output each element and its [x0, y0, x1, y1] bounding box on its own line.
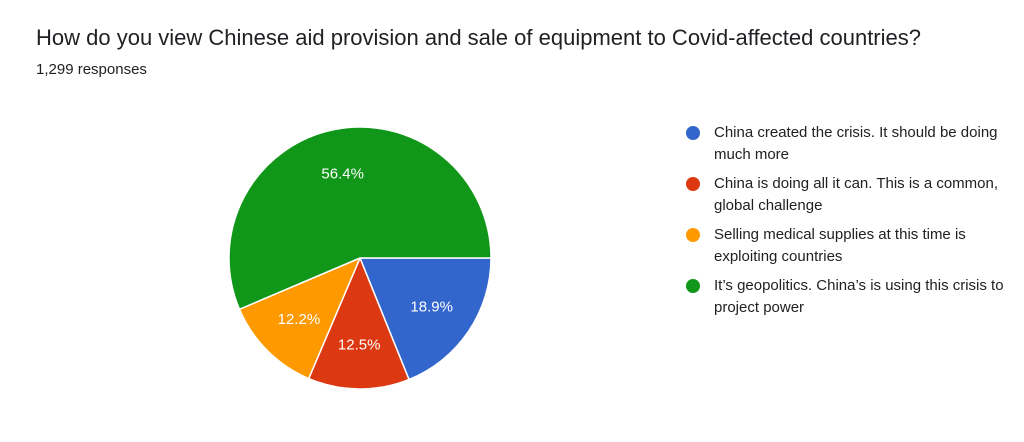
legend-swatch-icon	[686, 228, 700, 242]
pie-slice-4[interactable]	[228, 126, 492, 311]
legend-label: Selling medical supplies at this time is…	[714, 226, 966, 265]
response-count: 1,299 responses	[36, 61, 147, 78]
legend-label: China is doing all it can. This is a com…	[714, 175, 999, 214]
legend: China created the crisis. It should be d…	[686, 122, 1016, 326]
legend-swatch-icon	[686, 126, 700, 140]
slice-label-3: 12.2%	[278, 311, 321, 328]
chart-title: How do you view Chinese aid provision an…	[36, 25, 921, 50]
pie-slice-2[interactable]	[307, 256, 410, 390]
slice-label-4: 56.4%	[321, 165, 364, 182]
legend-label: China created the crisis. It should be d…	[714, 124, 998, 163]
legend-item-2[interactable]: China is doing all it can. This is a com…	[686, 173, 1016, 217]
pie-slice-1[interactable]	[358, 257, 492, 381]
legend-label: It’s geopolitics. China’s is using this …	[714, 277, 1004, 316]
legend-item-1[interactable]: China created the crisis. It should be d…	[686, 122, 1016, 166]
legend-swatch-icon	[686, 177, 700, 191]
pie-slice-3[interactable]	[238, 256, 362, 380]
legend-swatch-icon	[686, 279, 700, 293]
legend-item-3[interactable]: Selling medical supplies at this time is…	[686, 224, 1016, 268]
legend-item-4[interactable]: It’s geopolitics. China’s is using this …	[686, 275, 1016, 319]
slice-label-2: 12.5%	[338, 337, 381, 354]
slice-label-1: 18.9%	[410, 298, 453, 315]
